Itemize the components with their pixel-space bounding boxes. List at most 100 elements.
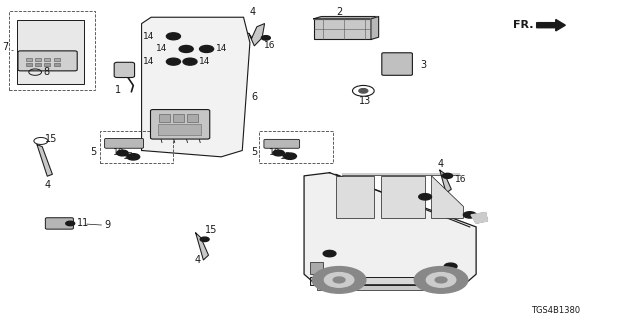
Bar [109, 141, 120, 146]
Text: 7: 7 [3, 42, 9, 52]
Text: 3: 3 [420, 60, 427, 70]
Bar [387, 57, 407, 60]
Circle shape [200, 237, 209, 242]
FancyBboxPatch shape [45, 218, 74, 229]
Text: 14: 14 [143, 57, 154, 66]
Text: 11: 11 [77, 219, 89, 228]
Bar [268, 142, 277, 146]
Circle shape [116, 150, 128, 156]
Circle shape [183, 58, 197, 65]
Bar [17, 20, 84, 84]
Text: FR.: FR. [513, 20, 534, 30]
Circle shape [442, 173, 452, 178]
FancyBboxPatch shape [104, 139, 143, 148]
Bar [310, 277, 463, 285]
Text: 15: 15 [45, 134, 57, 144]
Circle shape [359, 89, 368, 93]
Text: 1: 1 [115, 85, 121, 95]
Text: 14: 14 [143, 32, 154, 41]
Polygon shape [537, 20, 565, 31]
Circle shape [66, 221, 75, 226]
Text: 10: 10 [113, 148, 124, 156]
Polygon shape [314, 17, 379, 19]
Circle shape [414, 267, 468, 293]
Text: 13: 13 [358, 96, 371, 106]
Text: 14: 14 [156, 44, 167, 53]
Text: 4: 4 [195, 255, 201, 265]
Bar [159, 114, 170, 122]
FancyBboxPatch shape [150, 109, 210, 139]
Circle shape [419, 194, 431, 200]
Polygon shape [471, 212, 488, 223]
Polygon shape [248, 24, 264, 46]
Text: 5: 5 [91, 147, 97, 157]
Circle shape [463, 212, 476, 218]
Circle shape [166, 33, 180, 40]
Bar [158, 124, 202, 135]
Text: 15: 15 [205, 225, 218, 235]
Polygon shape [371, 17, 379, 39]
Text: 4: 4 [44, 180, 51, 190]
Circle shape [323, 251, 336, 257]
Text: 14: 14 [199, 57, 211, 66]
FancyBboxPatch shape [382, 53, 412, 75]
Polygon shape [304, 173, 476, 285]
Circle shape [444, 263, 457, 269]
Text: 5: 5 [252, 147, 257, 157]
Bar [387, 62, 407, 66]
Text: TGS4B1380: TGS4B1380 [531, 306, 580, 315]
Bar [188, 114, 198, 122]
Text: 8: 8 [44, 67, 49, 77]
Circle shape [284, 153, 296, 159]
Text: 10: 10 [269, 148, 280, 156]
Circle shape [435, 277, 447, 283]
Circle shape [261, 36, 270, 40]
Bar [259, 132, 333, 163]
Circle shape [127, 154, 140, 160]
Circle shape [179, 45, 193, 52]
Bar [54, 63, 60, 66]
Bar [314, 19, 371, 39]
Circle shape [333, 277, 345, 283]
Text: 4: 4 [438, 159, 444, 170]
Text: 6: 6 [251, 92, 257, 101]
Text: 14: 14 [216, 44, 227, 53]
Bar [173, 114, 184, 122]
Circle shape [200, 45, 214, 52]
Text: 9: 9 [104, 220, 111, 230]
Polygon shape [196, 233, 209, 260]
Bar [44, 58, 51, 61]
Text: 16: 16 [264, 41, 275, 50]
Bar [26, 58, 32, 61]
Bar [44, 63, 51, 66]
Polygon shape [37, 145, 52, 176]
FancyBboxPatch shape [114, 62, 134, 77]
Circle shape [273, 150, 284, 156]
FancyBboxPatch shape [264, 140, 300, 148]
Polygon shape [431, 176, 463, 219]
Text: 16: 16 [455, 174, 467, 184]
Bar [54, 58, 60, 61]
Bar [281, 142, 290, 146]
Bar [35, 58, 41, 61]
Circle shape [426, 273, 456, 287]
Polygon shape [381, 176, 425, 219]
Text: 4: 4 [250, 7, 255, 18]
Bar [35, 63, 41, 66]
Circle shape [166, 58, 180, 65]
Polygon shape [336, 176, 374, 219]
Polygon shape [141, 17, 250, 157]
Bar [9, 11, 95, 90]
Polygon shape [440, 170, 451, 193]
Text: 12: 12 [123, 152, 134, 161]
Bar [387, 68, 407, 70]
Bar [100, 132, 173, 163]
Bar [124, 141, 134, 146]
Circle shape [324, 273, 354, 287]
FancyBboxPatch shape [18, 51, 77, 71]
Bar [310, 261, 323, 274]
Circle shape [312, 267, 366, 293]
Bar [26, 63, 32, 66]
Bar [51, 220, 68, 227]
Bar [317, 284, 457, 290]
